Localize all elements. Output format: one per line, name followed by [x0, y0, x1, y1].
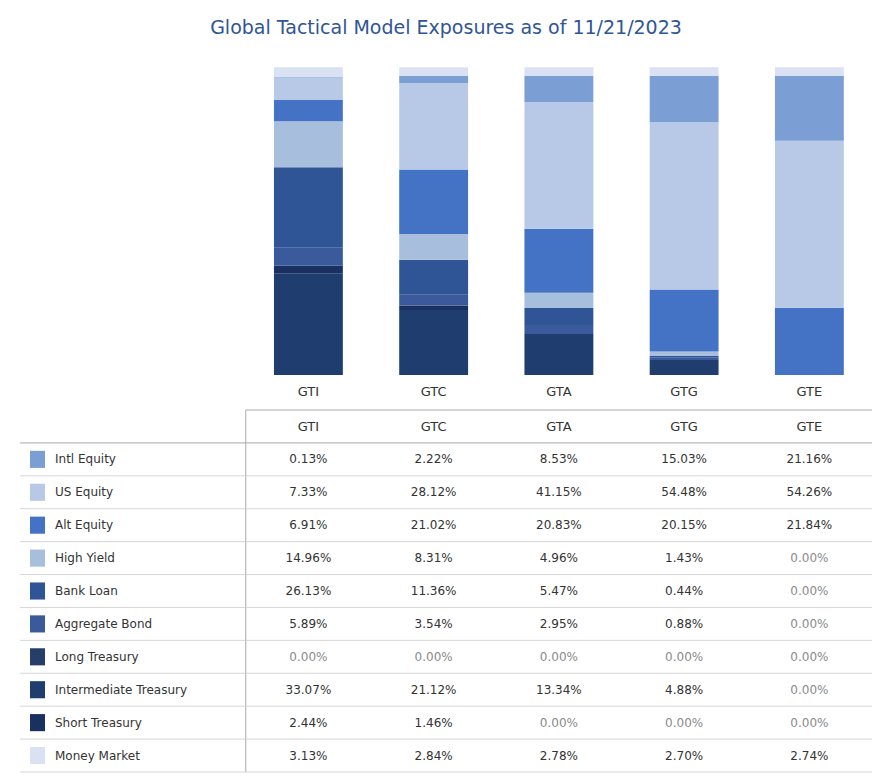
svg-text:US Equity: US Equity: [55, 485, 113, 499]
svg-text:2.95%: 2.95%: [540, 617, 578, 631]
svg-text:0.00%: 0.00%: [790, 716, 828, 730]
svg-text:0.00%: 0.00%: [540, 650, 578, 664]
svg-text:Intermediate Treasury: Intermediate Treasury: [55, 683, 187, 697]
svg-text:21.84%: 21.84%: [786, 518, 832, 532]
svg-text:Global Tactical Model Exposure: Global Tactical Model Exposures as of 11…: [210, 16, 682, 38]
svg-text:0.00%: 0.00%: [790, 650, 828, 664]
svg-text:0.00%: 0.00%: [790, 584, 828, 598]
svg-text:0.00%: 0.00%: [665, 716, 703, 730]
svg-text:26.13%: 26.13%: [286, 584, 332, 598]
svg-text:15.03%: 15.03%: [661, 452, 707, 466]
svg-text:2.44%: 2.44%: [289, 716, 327, 730]
svg-text:21.02%: 21.02%: [411, 518, 457, 532]
svg-text:High Yield: High Yield: [55, 551, 115, 565]
svg-text:20.83%: 20.83%: [536, 518, 582, 532]
svg-text:GTC: GTC: [421, 419, 447, 434]
svg-text:14.96%: 14.96%: [286, 551, 332, 565]
svg-text:4.96%: 4.96%: [540, 551, 578, 565]
svg-text:Short Treasury: Short Treasury: [55, 716, 142, 730]
svg-text:33.07%: 33.07%: [286, 683, 332, 697]
svg-text:28.12%: 28.12%: [411, 485, 457, 499]
svg-text:41.15%: 41.15%: [536, 485, 582, 499]
svg-text:21.16%: 21.16%: [786, 452, 832, 466]
svg-text:2.70%: 2.70%: [665, 749, 703, 763]
svg-text:13.34%: 13.34%: [536, 683, 582, 697]
svg-text:54.48%: 54.48%: [661, 485, 707, 499]
svg-text:0.00%: 0.00%: [790, 551, 828, 565]
svg-text:2.22%: 2.22%: [415, 452, 453, 466]
svg-text:GTG: GTG: [670, 384, 698, 399]
svg-text:0.00%: 0.00%: [415, 650, 453, 664]
svg-text:3.54%: 3.54%: [415, 617, 453, 631]
svg-text:GTI: GTI: [298, 384, 319, 399]
svg-text:0.44%: 0.44%: [665, 584, 703, 598]
svg-text:Aggregate Bond: Aggregate Bond: [55, 617, 152, 631]
svg-text:0.00%: 0.00%: [289, 650, 327, 664]
svg-text:GTA: GTA: [546, 419, 572, 434]
svg-text:0.13%: 0.13%: [289, 452, 327, 466]
svg-text:54.26%: 54.26%: [786, 485, 832, 499]
svg-text:5.47%: 5.47%: [540, 584, 578, 598]
svg-text:8.53%: 8.53%: [540, 452, 578, 466]
svg-text:Money Market: Money Market: [55, 749, 140, 763]
svg-text:6.91%: 6.91%: [289, 518, 327, 532]
svg-text:1.43%: 1.43%: [665, 551, 703, 565]
svg-text:GTC: GTC: [421, 384, 447, 399]
svg-text:11.36%: 11.36%: [411, 584, 457, 598]
svg-text:3.13%: 3.13%: [289, 749, 327, 763]
svg-text:2.84%: 2.84%: [415, 749, 453, 763]
svg-text:0.00%: 0.00%: [790, 683, 828, 697]
svg-text:0.00%: 0.00%: [540, 716, 578, 730]
svg-text:GTG: GTG: [670, 419, 698, 434]
svg-text:20.15%: 20.15%: [661, 518, 707, 532]
svg-text:2.78%: 2.78%: [540, 749, 578, 763]
svg-text:2.74%: 2.74%: [790, 749, 828, 763]
svg-text:Intl Equity: Intl Equity: [55, 452, 116, 466]
svg-text:0.00%: 0.00%: [790, 617, 828, 631]
svg-text:GTE: GTE: [796, 419, 822, 434]
svg-text:4.88%: 4.88%: [665, 683, 703, 697]
svg-text:7.33%: 7.33%: [289, 485, 327, 499]
svg-text:5.89%: 5.89%: [289, 617, 327, 631]
svg-text:Alt Equity: Alt Equity: [55, 518, 113, 532]
svg-text:GTE: GTE: [796, 384, 822, 399]
svg-text:GTI: GTI: [298, 419, 319, 434]
svg-text:0.88%: 0.88%: [665, 617, 703, 631]
svg-text:GTA: GTA: [546, 384, 572, 399]
svg-text:1.46%: 1.46%: [415, 716, 453, 730]
svg-text:8.31%: 8.31%: [415, 551, 453, 565]
svg-text:21.12%: 21.12%: [411, 683, 457, 697]
svg-text:Long Treasury: Long Treasury: [55, 650, 139, 664]
svg-text:0.00%: 0.00%: [665, 650, 703, 664]
svg-text:Bank Loan: Bank Loan: [55, 584, 118, 598]
